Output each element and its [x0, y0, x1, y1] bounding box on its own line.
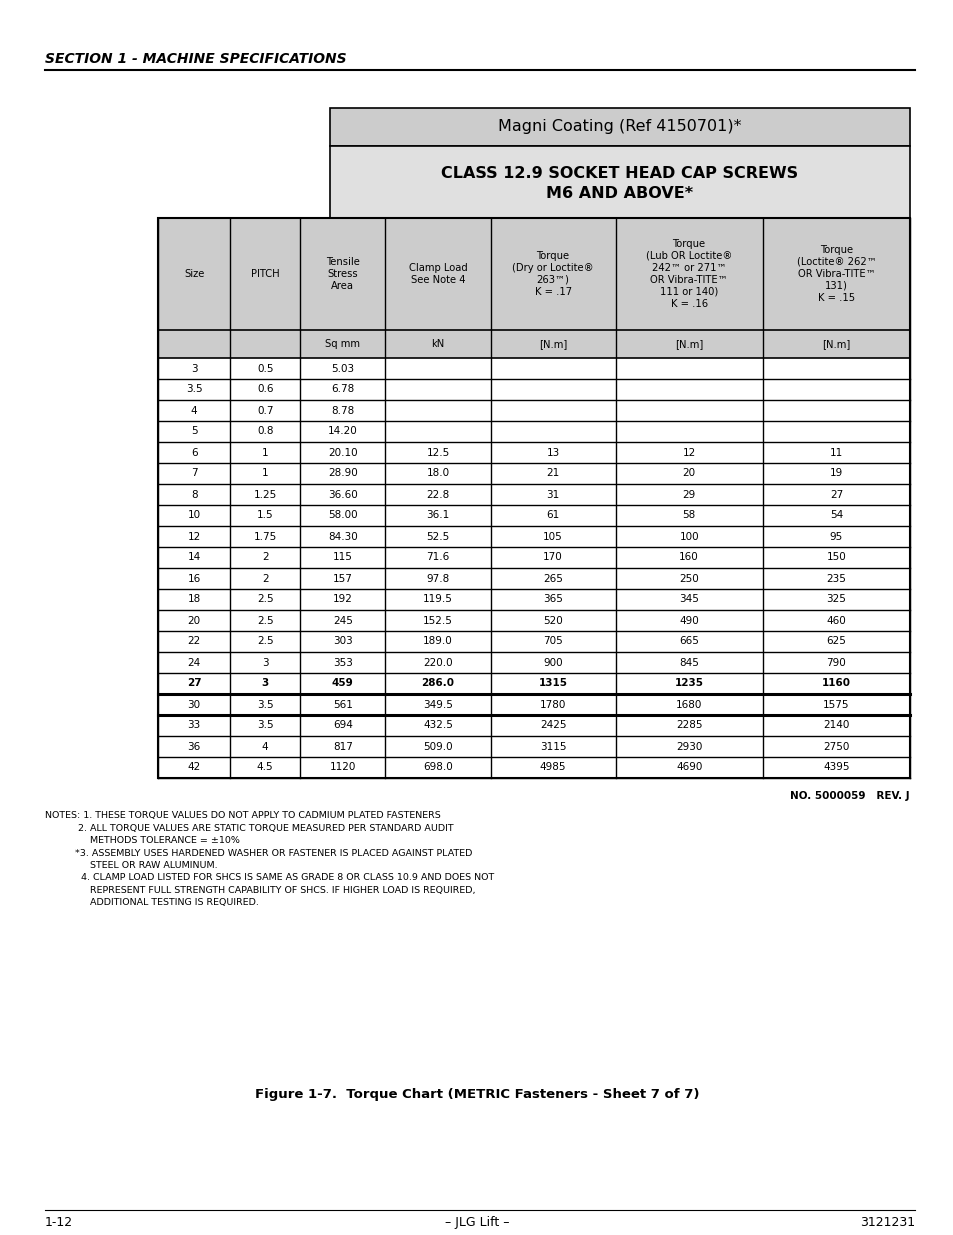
Text: 235: 235 — [825, 573, 845, 583]
Text: 3115: 3115 — [539, 741, 566, 752]
Text: 245: 245 — [333, 615, 353, 625]
Text: 19: 19 — [829, 468, 842, 478]
Text: 2.5: 2.5 — [256, 615, 274, 625]
Text: Torque
(Loctite® 262™
OR Vibra-TITE™
131)
K = .15: Torque (Loctite® 262™ OR Vibra-TITE™ 131… — [796, 245, 876, 303]
Text: 12: 12 — [188, 531, 200, 541]
Text: 21: 21 — [546, 468, 559, 478]
Text: 119.5: 119.5 — [422, 594, 453, 604]
Text: 33: 33 — [188, 720, 200, 730]
Text: 1575: 1575 — [822, 699, 849, 709]
Text: [N.m]: [N.m] — [821, 338, 850, 350]
Text: 3.5: 3.5 — [256, 720, 274, 730]
Text: 1.5: 1.5 — [256, 510, 274, 520]
Text: 365: 365 — [542, 594, 562, 604]
Text: 4395: 4395 — [822, 762, 849, 773]
Text: 3.5: 3.5 — [256, 699, 274, 709]
Text: SECTION 1 - MACHINE SPECIFICATIONS: SECTION 1 - MACHINE SPECIFICATIONS — [45, 52, 346, 65]
Text: 265: 265 — [542, 573, 562, 583]
Text: 2285: 2285 — [675, 720, 701, 730]
Text: 0.6: 0.6 — [256, 384, 274, 394]
Text: 20.10: 20.10 — [328, 447, 357, 457]
Text: 509.0: 509.0 — [423, 741, 453, 752]
Text: 11: 11 — [829, 447, 842, 457]
Text: 10: 10 — [188, 510, 200, 520]
Text: 1.25: 1.25 — [253, 489, 276, 499]
Text: 18.0: 18.0 — [426, 468, 449, 478]
Text: 845: 845 — [679, 657, 699, 667]
Text: 16: 16 — [188, 573, 200, 583]
Text: 325: 325 — [825, 594, 845, 604]
Text: 14.20: 14.20 — [328, 426, 357, 436]
Text: 4.5: 4.5 — [256, 762, 274, 773]
Text: 4. CLAMP LOAD LISTED FOR SHCS IS SAME AS GRADE 8 OR CLASS 10.9 AND DOES NOT: 4. CLAMP LOAD LISTED FOR SHCS IS SAME AS… — [45, 873, 494, 883]
Text: 345: 345 — [679, 594, 699, 604]
Text: 52.5: 52.5 — [426, 531, 449, 541]
Text: 105: 105 — [542, 531, 562, 541]
Text: 286.0: 286.0 — [421, 678, 454, 688]
Text: 303: 303 — [333, 636, 353, 646]
Text: 0.7: 0.7 — [256, 405, 274, 415]
Text: 160: 160 — [679, 552, 699, 562]
Text: 698.0: 698.0 — [423, 762, 453, 773]
Text: 31: 31 — [546, 489, 559, 499]
Text: 12.5: 12.5 — [426, 447, 449, 457]
Bar — [158, 219, 909, 778]
Text: 42: 42 — [188, 762, 200, 773]
Text: 432.5: 432.5 — [422, 720, 453, 730]
Bar — [330, 107, 909, 146]
Text: 54: 54 — [829, 510, 842, 520]
Text: 6: 6 — [191, 447, 197, 457]
Text: 2930: 2930 — [676, 741, 701, 752]
Text: [N.m]: [N.m] — [675, 338, 702, 350]
Text: 8.78: 8.78 — [331, 405, 354, 415]
Text: 3: 3 — [191, 363, 197, 373]
Bar — [158, 219, 909, 330]
Text: 1780: 1780 — [539, 699, 566, 709]
Text: 14: 14 — [188, 552, 200, 562]
Text: 1235: 1235 — [674, 678, 703, 688]
Text: 790: 790 — [825, 657, 845, 667]
Text: Clamp Load
See Note 4: Clamp Load See Note 4 — [408, 263, 467, 285]
Text: – JLG Lift –: – JLG Lift – — [444, 1216, 509, 1229]
Text: PITCH: PITCH — [251, 269, 279, 279]
Text: 24: 24 — [188, 657, 200, 667]
Text: 4: 4 — [191, 405, 197, 415]
Text: METHODS TOLERANCE = ±10%: METHODS TOLERANCE = ±10% — [45, 836, 239, 845]
Text: 36.60: 36.60 — [328, 489, 357, 499]
Text: *3. ASSEMBLY USES HARDENED WASHER OR FASTENER IS PLACED AGAINST PLATED: *3. ASSEMBLY USES HARDENED WASHER OR FAS… — [45, 848, 472, 857]
Text: M6 AND ABOVE*: M6 AND ABOVE* — [546, 185, 693, 200]
Text: 36: 36 — [188, 741, 200, 752]
Text: 1-12: 1-12 — [45, 1216, 73, 1229]
Text: 28.90: 28.90 — [328, 468, 357, 478]
Text: 58: 58 — [681, 510, 695, 520]
Text: CLASS 12.9 SOCKET HEAD CAP SCREWS: CLASS 12.9 SOCKET HEAD CAP SCREWS — [441, 165, 798, 180]
Text: 22.8: 22.8 — [426, 489, 449, 499]
Text: [N.m]: [N.m] — [538, 338, 567, 350]
Text: 100: 100 — [679, 531, 699, 541]
Text: 2.5: 2.5 — [256, 636, 274, 646]
Text: 152.5: 152.5 — [422, 615, 453, 625]
Text: 71.6: 71.6 — [426, 552, 449, 562]
Text: NOTES: 1. THESE TORQUE VALUES DO NOT APPLY TO CADMIUM PLATED FASTENERS: NOTES: 1. THESE TORQUE VALUES DO NOT APP… — [45, 811, 440, 820]
Text: 0.5: 0.5 — [256, 363, 274, 373]
Text: 4985: 4985 — [539, 762, 566, 773]
Text: 36.1: 36.1 — [426, 510, 449, 520]
Text: 18: 18 — [188, 594, 200, 604]
Text: 30: 30 — [188, 699, 200, 709]
Text: 29: 29 — [681, 489, 695, 499]
Text: 817: 817 — [333, 741, 353, 752]
Text: 220.0: 220.0 — [423, 657, 453, 667]
Text: 3: 3 — [261, 657, 268, 667]
Text: 150: 150 — [825, 552, 845, 562]
Text: 459: 459 — [332, 678, 354, 688]
Text: 1315: 1315 — [538, 678, 567, 688]
Bar — [158, 219, 909, 778]
Text: STEEL OR RAW ALUMINUM.: STEEL OR RAW ALUMINUM. — [45, 861, 217, 869]
Text: 8: 8 — [191, 489, 197, 499]
Text: 900: 900 — [542, 657, 562, 667]
Text: 2.5: 2.5 — [256, 594, 274, 604]
Text: 2: 2 — [261, 573, 268, 583]
Text: 1160: 1160 — [821, 678, 850, 688]
Text: 192: 192 — [333, 594, 353, 604]
Text: Sq mm: Sq mm — [325, 338, 360, 350]
